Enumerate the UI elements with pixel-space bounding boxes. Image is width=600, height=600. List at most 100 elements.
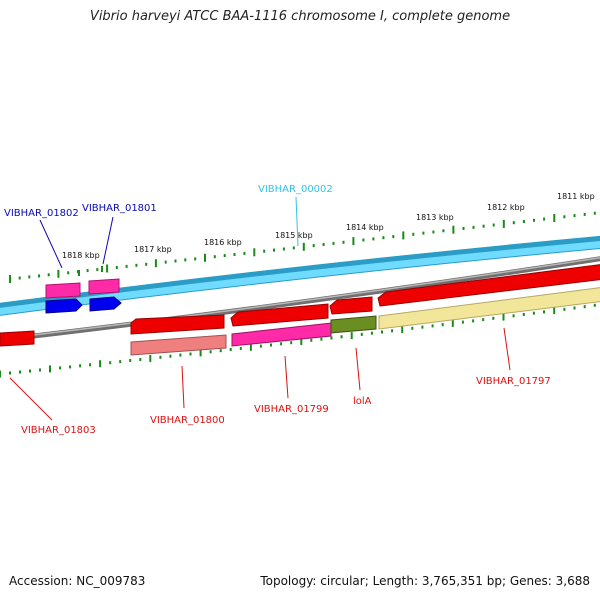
minor-tick — [381, 330, 383, 334]
minor-tick — [412, 232, 415, 236]
gene-lola-feature — [330, 315, 377, 334]
minor-tick — [342, 240, 345, 244]
minor-tick — [322, 243, 325, 246]
pointer-vibhar-01799 — [284, 355, 289, 399]
minor-tick — [512, 221, 515, 225]
pointer-vibhar-01800 — [181, 365, 185, 409]
minor-tick — [583, 212, 586, 216]
minor-tick — [563, 307, 566, 311]
pointer-vibhar-01803 — [9, 377, 53, 421]
gene-label-lola[interactable]: lolA — [353, 396, 372, 407]
minor-tick — [159, 355, 162, 359]
minor-tick — [179, 353, 182, 357]
minor-tick — [563, 215, 566, 219]
top-markers — [78, 266, 103, 276]
accession-label: Accession: — [9, 574, 73, 588]
minor-tick — [19, 370, 21, 374]
gene-label-vibhar-01800[interactable]: VIBHAR_01800 — [150, 415, 225, 426]
minor-tick — [362, 238, 365, 242]
gene-label-vibhar-01803[interactable]: VIBHAR_01803 — [21, 425, 96, 436]
gene-labels: VIBHAR_01802 VIBHAR_01801 VIBHAR_00002 V… — [4, 184, 551, 436]
major-tick — [402, 231, 405, 240]
minor-tick — [461, 320, 464, 324]
minor-tick — [109, 361, 112, 365]
minor-tick — [573, 306, 576, 310]
pointer-vibhar-01797 — [503, 327, 511, 371]
minor-tick — [139, 358, 142, 361]
minor-tick — [29, 369, 31, 373]
minor-tick — [76, 270, 79, 274]
topology-value: circular — [320, 574, 365, 588]
minor-tick — [432, 230, 435, 234]
minor-tick — [213, 255, 216, 259]
length-value: 3,765,351 bp — [421, 574, 502, 588]
major-tick — [452, 225, 455, 234]
minor-tick — [330, 336, 333, 340]
minor-tick — [512, 314, 515, 318]
major-tick — [0, 370, 1, 378]
minor-tick — [312, 244, 315, 248]
major-tick — [154, 259, 157, 268]
gene-label-vibhar-01801[interactable]: VIBHAR_01801 — [82, 203, 157, 214]
minor-tick — [282, 247, 285, 251]
scale-label: 1816 kbp — [204, 238, 242, 247]
scale-label: 1817 kbp — [134, 245, 172, 254]
scale-label: 1811 kbp — [557, 192, 595, 201]
major-tick — [253, 248, 256, 257]
reverse-cds-track — [0, 264, 600, 347]
gene-vibhar-01797-feature — [378, 287, 600, 330]
gene-label-vibhar-01797[interactable]: VIBHAR_01797 — [476, 376, 551, 387]
topology-label: Topology: — [260, 574, 317, 588]
minor-tick — [522, 313, 525, 316]
minor-tick — [184, 258, 187, 262]
gene-label-vibhar-01802[interactable]: VIBHAR_01802 — [4, 208, 79, 219]
bottom-scale-ticks — [0, 303, 596, 378]
minor-tick — [115, 266, 118, 269]
accession-info: Accession: NC_009783 — [9, 574, 145, 588]
top-scale-ticks — [9, 211, 596, 283]
minor-tick — [59, 366, 62, 370]
minor-tick — [69, 365, 72, 369]
backbone-highlight — [0, 257, 600, 340]
minor-tick — [189, 352, 192, 356]
minor-tick — [239, 346, 242, 350]
minor-tick — [422, 231, 425, 235]
summary-separator: ; — [501, 574, 510, 588]
minor-tick — [47, 273, 50, 277]
minor-tick — [67, 271, 70, 275]
cds-vibhar-01801-feature — [89, 296, 122, 312]
summary-separator: ; — [364, 574, 373, 588]
minor-tick — [431, 324, 434, 328]
cds-vibhar-01803-feature — [0, 330, 35, 347]
minor-tick — [492, 223, 495, 227]
minor-tick — [543, 310, 545, 314]
major-tick — [302, 242, 305, 251]
minor-tick — [332, 241, 335, 245]
accession-value: NC_009783 — [76, 574, 146, 588]
major-tick — [553, 307, 556, 315]
minor-tick — [125, 264, 128, 268]
gene-label-vibhar-01799[interactable]: VIBHAR_01799 — [254, 404, 329, 415]
scale-marker — [101, 266, 103, 272]
minor-tick — [169, 354, 172, 358]
major-tick — [350, 332, 353, 340]
gene-vibhar-01802-feature — [45, 282, 81, 299]
minor-tick — [441, 323, 444, 327]
minor-tick — [382, 236, 385, 240]
major-tick — [553, 214, 556, 222]
minor-tick — [38, 274, 40, 278]
scale-label: 1815 kbp — [275, 231, 313, 240]
minor-tick — [392, 235, 395, 239]
cds-vibhar-01802-feature — [45, 298, 83, 314]
scale-label: 1818 kbp — [62, 251, 100, 260]
minor-tick — [411, 326, 414, 330]
minor-tick — [129, 359, 132, 362]
minor-tick — [270, 343, 272, 347]
minor-tick — [360, 332, 363, 336]
scale-label: 1813 kbp — [416, 213, 454, 222]
scale-label: 1814 kbp — [346, 223, 384, 232]
gene-vibhar-01799-feature — [231, 322, 332, 347]
gene-label-vibhar-00002[interactable]: VIBHAR_00002 — [258, 184, 333, 195]
major-tick — [9, 275, 11, 283]
